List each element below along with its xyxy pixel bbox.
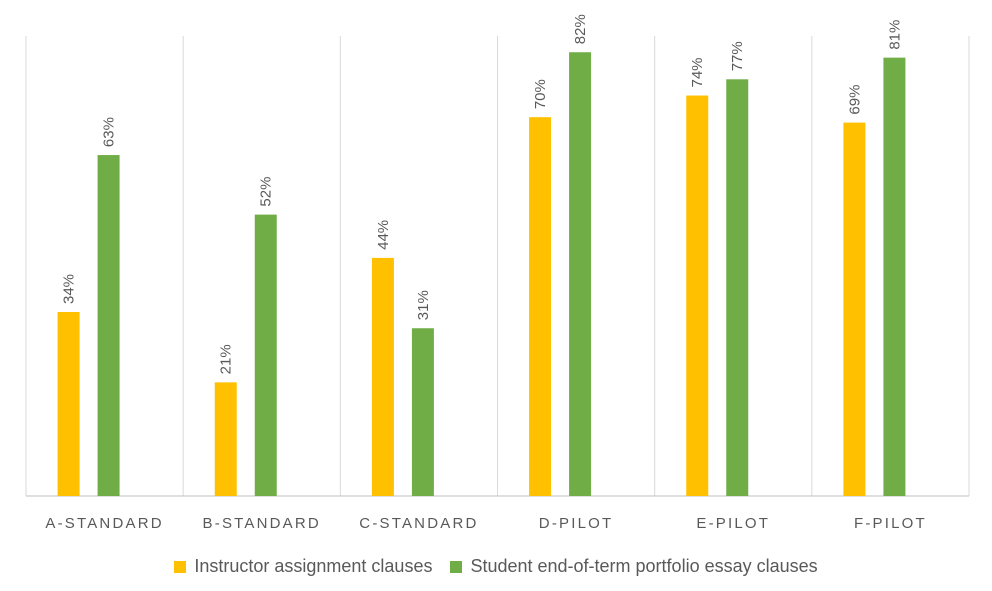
bar-student [726, 79, 749, 496]
bar-instructor [371, 257, 394, 496]
data-label-student: 81% [886, 20, 903, 50]
data-label-instructor: 70% [532, 79, 549, 109]
legend: Instructor assignment clauses Student en… [0, 556, 992, 577]
data-label-instructor: 74% [689, 57, 706, 87]
data-label-instructor: 34% [61, 274, 78, 304]
data-label-student: 77% [729, 41, 746, 71]
data-label-instructor: 21% [218, 344, 235, 374]
data-label-instructor: 44% [375, 220, 392, 250]
x-tick-label: D-PILOT [539, 515, 614, 532]
bar-instructor [686, 95, 709, 496]
bar-instructor [214, 382, 237, 496]
x-tick-label: E-PILOT [696, 515, 770, 532]
legend-item-student: Student end-of-term portfolio essay clau… [450, 556, 818, 577]
legend-item-instructor: Instructor assignment clauses [174, 556, 432, 577]
bar-instructor [529, 117, 552, 497]
legend-label-instructor: Instructor assignment clauses [194, 556, 433, 576]
data-label-student: 31% [415, 290, 432, 320]
legend-swatch-instructor [174, 560, 187, 573]
bar-student [883, 57, 906, 496]
bar-instructor [843, 122, 866, 497]
bar-student [411, 328, 434, 496]
data-label-student: 82% [572, 14, 589, 44]
data-label-student: 52% [258, 177, 275, 207]
legend-label-student: Student end-of-term portfolio essay clau… [470, 556, 818, 576]
bar-student [254, 214, 277, 496]
bar-instructor [57, 312, 80, 496]
legend-swatch-student [450, 560, 463, 573]
bar-student [569, 52, 592, 497]
bar-student [97, 155, 120, 496]
data-label-student: 63% [101, 117, 118, 147]
x-tick-label: B-STANDARD [203, 515, 321, 532]
x-tick-label: F-PILOT [854, 515, 927, 532]
x-tick-label: A-STANDARD [45, 515, 163, 532]
x-tick-label: C-STANDARD [359, 515, 478, 532]
data-label-instructor: 69% [846, 85, 863, 115]
